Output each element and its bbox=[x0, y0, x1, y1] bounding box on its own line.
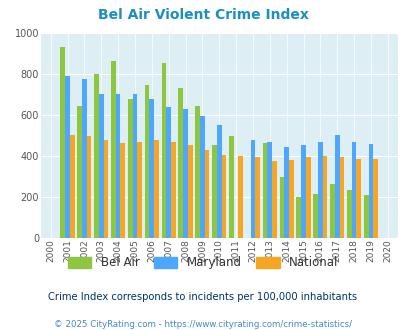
Bar bbox=[238, 156, 243, 238]
Bar bbox=[111, 61, 115, 238]
Bar bbox=[267, 143, 271, 238]
Bar bbox=[322, 156, 326, 238]
Bar bbox=[87, 136, 91, 238]
Bar bbox=[368, 144, 372, 238]
Bar bbox=[154, 141, 158, 238]
Bar bbox=[363, 195, 368, 238]
Bar bbox=[178, 88, 183, 238]
Bar bbox=[99, 94, 103, 238]
Bar bbox=[195, 106, 200, 238]
Bar bbox=[216, 125, 221, 238]
Bar bbox=[228, 136, 233, 238]
Bar bbox=[183, 109, 188, 238]
Bar bbox=[305, 157, 310, 238]
Bar bbox=[149, 100, 154, 238]
Bar bbox=[65, 76, 70, 238]
Bar bbox=[171, 143, 175, 238]
Bar bbox=[250, 141, 255, 238]
Bar bbox=[204, 149, 209, 238]
Bar bbox=[161, 63, 166, 238]
Bar bbox=[120, 143, 125, 238]
Bar bbox=[145, 85, 149, 238]
Bar bbox=[70, 135, 75, 238]
Bar bbox=[212, 145, 216, 238]
Bar bbox=[284, 147, 288, 238]
Bar bbox=[60, 47, 65, 238]
Bar bbox=[200, 116, 204, 238]
Bar bbox=[82, 79, 87, 238]
Bar bbox=[334, 135, 339, 238]
Bar bbox=[356, 159, 360, 238]
Bar bbox=[313, 194, 317, 238]
Text: Crime Index corresponds to incidents per 100,000 inhabitants: Crime Index corresponds to incidents per… bbox=[48, 292, 357, 302]
Text: Bel Air Violent Crime Index: Bel Air Violent Crime Index bbox=[97, 8, 308, 22]
Bar bbox=[372, 159, 377, 238]
Bar bbox=[339, 157, 343, 238]
Legend: Bel Air, Maryland, National: Bel Air, Maryland, National bbox=[63, 252, 342, 274]
Bar bbox=[221, 155, 226, 238]
Bar bbox=[346, 190, 351, 238]
Bar bbox=[128, 100, 132, 238]
Bar bbox=[271, 161, 276, 238]
Bar bbox=[115, 94, 120, 238]
Bar bbox=[317, 142, 322, 238]
Bar bbox=[301, 145, 305, 238]
Bar bbox=[137, 143, 142, 238]
Bar bbox=[279, 177, 283, 238]
Bar bbox=[255, 157, 259, 238]
Bar bbox=[166, 107, 171, 238]
Bar bbox=[132, 94, 137, 238]
Bar bbox=[288, 160, 293, 238]
Text: © 2025 CityRating.com - https://www.cityrating.com/crime-statistics/: © 2025 CityRating.com - https://www.city… bbox=[54, 320, 351, 329]
Bar bbox=[262, 144, 267, 238]
Bar bbox=[94, 74, 99, 238]
Bar bbox=[188, 145, 192, 238]
Bar bbox=[296, 197, 301, 238]
Bar bbox=[329, 184, 334, 238]
Bar bbox=[103, 141, 108, 238]
Bar bbox=[77, 106, 82, 238]
Bar bbox=[351, 143, 356, 238]
